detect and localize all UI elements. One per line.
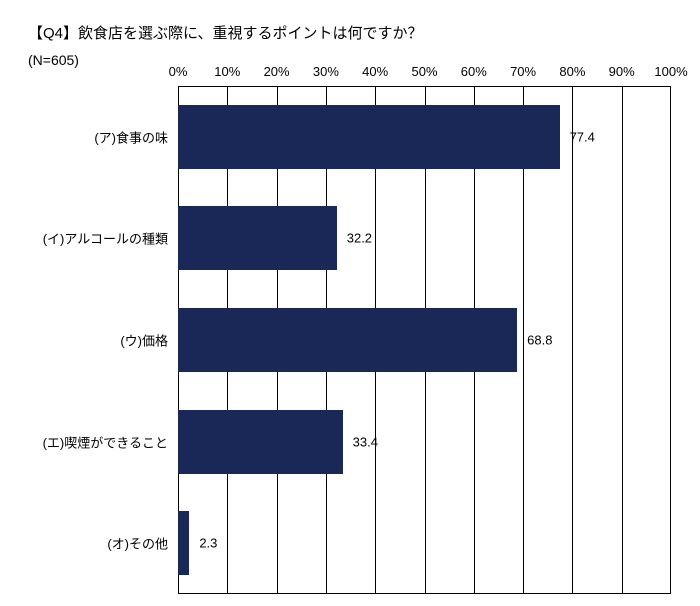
bar	[178, 511, 189, 575]
bar	[178, 206, 337, 270]
bar	[178, 308, 517, 372]
category-label: (イ)アルコールの種類	[43, 229, 168, 248]
xaxis-tick-label: 60%	[461, 64, 487, 79]
category-label: (エ)喫煙ができること	[43, 432, 168, 451]
chart-title: 【Q4】飲食店を選ぶ際に、重視するポイントは何ですか？	[28, 22, 423, 43]
bar-value-label: 33.4	[353, 434, 378, 449]
xaxis-tick-label: 70%	[510, 64, 536, 79]
chart-container: { "chart": { "type": "bar_horizontal", "…	[0, 0, 700, 606]
category-label: (ア)食事の味	[94, 127, 168, 146]
xaxis-tick-label: 50%	[411, 64, 437, 79]
xaxis-tick-label: 90%	[609, 64, 635, 79]
bar-value-label: 2.3	[199, 536, 217, 551]
category-label: (オ)その他	[107, 534, 168, 553]
chart-subtitle: (N=605)	[28, 52, 79, 68]
xaxis-tick-label: 100%	[654, 64, 687, 79]
bar	[178, 105, 560, 169]
grid-line	[622, 86, 623, 594]
xaxis-tick-label: 0%	[169, 64, 188, 79]
bar-value-label: 32.2	[347, 231, 372, 246]
xaxis-tick-label: 10%	[214, 64, 240, 79]
bar-value-label: 77.4	[570, 129, 595, 144]
xaxis-tick-label: 30%	[313, 64, 339, 79]
grid-line	[572, 86, 573, 594]
xaxis-tick-label: 80%	[559, 64, 585, 79]
xaxis-tick-label: 40%	[362, 64, 388, 79]
xaxis-tick-label: 20%	[264, 64, 290, 79]
bar	[178, 410, 343, 474]
bar-value-label: 68.8	[527, 333, 552, 348]
category-label: (ウ)価格	[120, 331, 168, 350]
